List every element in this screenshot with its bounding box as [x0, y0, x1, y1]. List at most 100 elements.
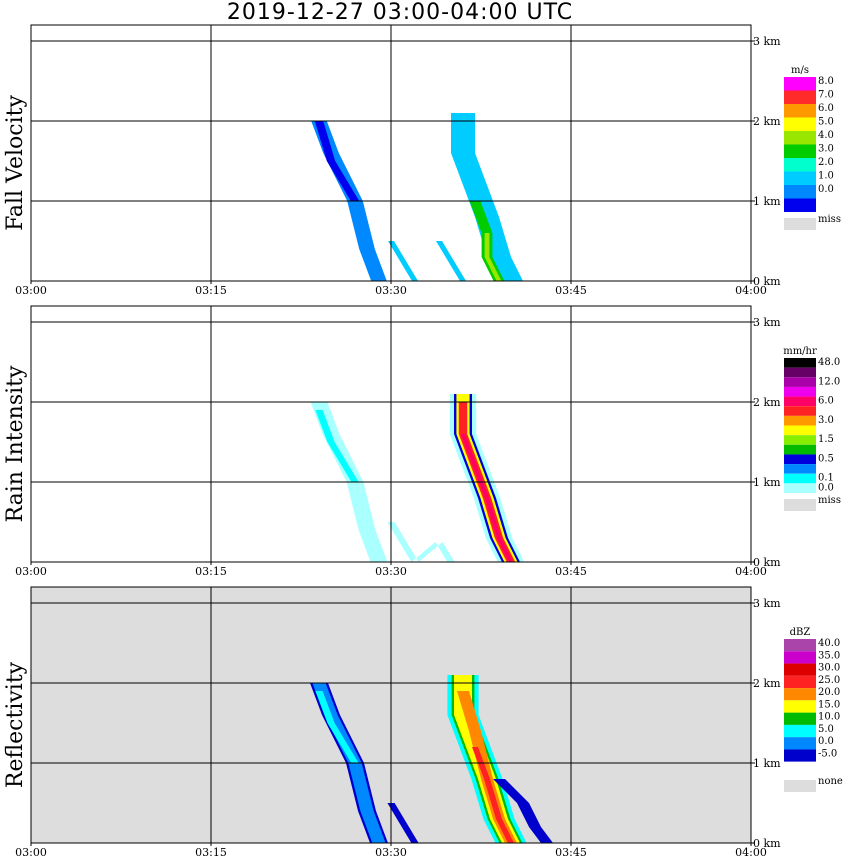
legend-label: 20.0 [818, 687, 840, 698]
legend-unit: dBZ [790, 627, 811, 638]
legend-label: 15.0 [818, 699, 840, 710]
legend-label: -5.0 [818, 748, 837, 759]
y-tick-label: 2 km [753, 396, 781, 409]
legend-miss-swatch [784, 499, 816, 511]
legend-swatch [784, 712, 816, 725]
legend-label: 5.0 [818, 117, 834, 128]
legend-label: 0.0 [818, 184, 834, 195]
x-tick-label: 04:00 [735, 846, 767, 859]
x-tick-label: 03:15 [195, 565, 227, 578]
legend-swatch [784, 651, 816, 664]
echo-band [472, 747, 514, 843]
chart-title: 2019-12-27 03:00-04:00 UTC [226, 0, 574, 25]
x-tick-label: 03:45 [555, 284, 587, 297]
y-axis-label: Rain Intensity [3, 365, 28, 522]
legend-swatch [784, 639, 816, 652]
legend-label: 1.0 [818, 171, 834, 182]
legend-swatch [784, 117, 816, 131]
legend-swatch [784, 358, 816, 368]
y-tick-label: 2 km [753, 115, 781, 128]
legend-swatch [784, 198, 816, 212]
echo-band [458, 402, 516, 562]
legend-swatch [784, 104, 816, 118]
x-tick-label: 03:30 [375, 284, 407, 297]
echo-band [436, 241, 466, 281]
legend-swatch [784, 435, 816, 445]
legend-unit: mm/hr [783, 346, 817, 357]
legend-label: 0.5 [818, 453, 834, 464]
legend-label: 2.0 [818, 157, 834, 168]
legend-label: 0.1 [818, 473, 834, 484]
legend-label: 4.0 [818, 130, 834, 141]
legend-label: 8.0 [818, 76, 834, 87]
legend-swatch [784, 425, 816, 436]
legend-label: 30.0 [818, 663, 840, 674]
y-tick-label: 2 km [753, 677, 781, 690]
y-tick-label: 0 km [753, 556, 781, 569]
echo-band [493, 779, 553, 843]
echo-band [315, 410, 359, 482]
x-tick-label: 03:00 [15, 846, 47, 859]
echo-band [388, 241, 418, 281]
legend-swatch [784, 171, 816, 185]
legend-swatch [784, 675, 816, 689]
legend-swatch [784, 406, 816, 416]
legend-swatch [784, 473, 816, 484]
legend-swatch [784, 415, 816, 426]
x-tick-label: 03:45 [555, 846, 587, 859]
legend-swatch [784, 663, 816, 676]
legend-swatch [784, 737, 816, 750]
legend-swatch [784, 90, 816, 104]
echo-band [451, 113, 523, 281]
legend-swatch [784, 688, 816, 701]
legend-label: 0.0 [818, 482, 834, 493]
y-tick-label: 1 km [753, 757, 781, 770]
x-tick-label: 03:30 [375, 846, 407, 859]
legend-miss-label: miss [818, 214, 841, 225]
echo-band [387, 803, 419, 843]
y-tick-label: 3 km [753, 35, 781, 48]
echo-band [454, 394, 520, 562]
legend-swatch [784, 367, 816, 378]
legend-swatch [784, 464, 816, 474]
legend-swatch [784, 396, 816, 407]
reflectivity-panel: 03:00 03:15 03:30 03:45 04:000 km 1 km 2 km 3 k… [3, 586, 843, 859]
legend-miss-swatch [784, 218, 816, 230]
legend-miss-label: none [818, 776, 843, 787]
rain-intensity-panel: 03:00 03:15 03:30 03:45 04:000 km 1 km 2 km 3 k… [3, 305, 841, 578]
x-tick-label: 04:00 [735, 565, 767, 578]
x-tick-label: 03:15 [195, 846, 227, 859]
legend-label: 6.0 [818, 103, 834, 114]
y-tick-label: 0 km [753, 275, 781, 288]
x-tick-label: 03:45 [555, 565, 587, 578]
legend-swatch [784, 185, 816, 199]
legend-label: 1.5 [818, 434, 834, 445]
legend-miss-swatch [784, 780, 816, 792]
legend-label: 3.0 [818, 415, 834, 426]
legend-unit: m/s [791, 65, 809, 76]
y-axis-label: Fall Velocity [3, 95, 28, 231]
y-tick-label: 1 km [753, 476, 781, 489]
echo-band [387, 522, 455, 562]
y-axis-label: Reflectivity [3, 661, 28, 788]
legend-swatch [784, 158, 816, 172]
legend-miss-label: miss [818, 495, 841, 506]
y-tick-label: 3 km [753, 597, 781, 610]
legend-label: 0.0 [818, 736, 834, 747]
legend-label: 3.0 [818, 144, 834, 155]
legend-label: 48.0 [818, 357, 840, 368]
legend-label: 40.0 [818, 638, 840, 649]
echo-band [484, 233, 502, 281]
legend-swatch [784, 483, 816, 493]
x-tick-label: 03:00 [15, 284, 47, 297]
echo-band [457, 691, 517, 843]
legend-swatch [784, 386, 816, 397]
legend-swatch [784, 761, 816, 774]
echo-band [314, 121, 360, 201]
legend-swatch [784, 77, 816, 91]
y-tick-label: 1 km [753, 195, 781, 208]
y-tick-label: 3 km [753, 316, 781, 329]
legend-swatch [784, 377, 816, 387]
echo-band [460, 434, 514, 562]
